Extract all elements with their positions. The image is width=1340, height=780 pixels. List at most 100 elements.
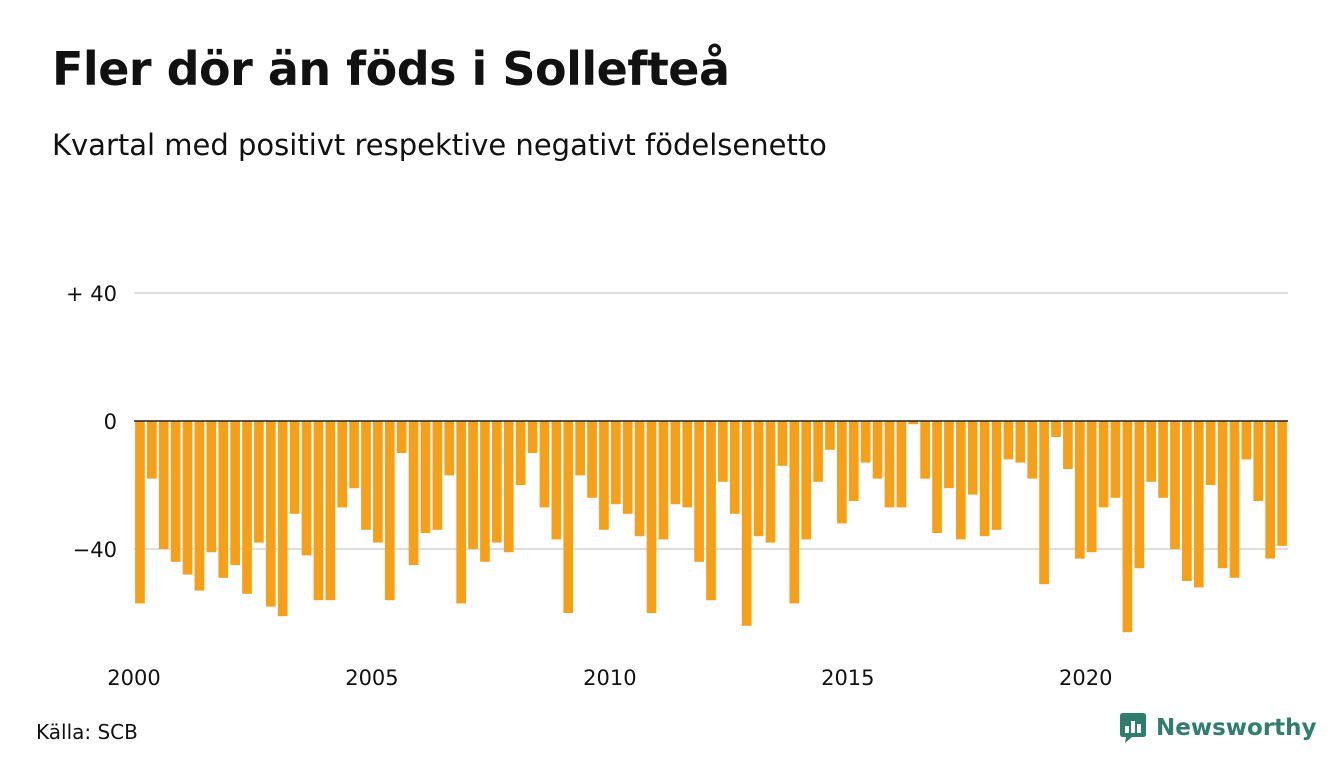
bar	[1015, 421, 1026, 463]
bar	[206, 421, 217, 553]
bar	[230, 421, 240, 565]
bar	[813, 421, 823, 482]
bar	[682, 421, 693, 508]
bar	[492, 421, 502, 543]
bar	[1158, 421, 1168, 498]
bar	[967, 421, 978, 495]
bar	[587, 421, 597, 498]
bar	[801, 421, 812, 540]
bar	[753, 421, 764, 537]
bar	[955, 421, 966, 540]
bar	[944, 421, 954, 489]
bar	[718, 421, 728, 482]
y-tick-label: 0	[104, 410, 117, 434]
bar	[337, 421, 348, 508]
bar	[1241, 421, 1252, 460]
bar	[218, 421, 229, 578]
bar	[158, 421, 169, 549]
bar	[991, 421, 1002, 530]
bar	[920, 421, 930, 479]
bar	[301, 421, 312, 556]
bar	[349, 421, 359, 489]
bar	[325, 421, 336, 601]
bar	[396, 421, 407, 453]
bar	[373, 421, 383, 543]
bar	[825, 421, 835, 450]
bar	[384, 421, 395, 601]
bar	[670, 421, 681, 505]
bar	[1134, 421, 1145, 569]
bar	[777, 421, 788, 466]
bar	[1182, 421, 1192, 581]
bar	[872, 421, 883, 479]
bar	[622, 421, 633, 514]
bar	[527, 421, 538, 453]
bar	[979, 421, 990, 537]
bar	[848, 421, 859, 501]
bar	[837, 421, 847, 524]
x-tick-label: 2020	[1059, 666, 1112, 690]
bar	[361, 421, 371, 530]
brand-logo: Newsworthy	[1118, 712, 1317, 744]
bar	[1146, 421, 1157, 482]
bar-chart: + 40 0 −40 2000 2005 2010 2015 2020	[66, 282, 1288, 690]
bar	[1063, 421, 1073, 469]
bar	[420, 421, 431, 533]
bar	[706, 421, 716, 601]
y-tick-label: −40	[73, 538, 117, 562]
bar	[1039, 421, 1049, 585]
x-axis-ticks: 2000 2005 2010 2015 2020	[107, 666, 1112, 690]
bar	[503, 421, 514, 553]
bar	[646, 421, 657, 613]
x-tick-label: 2010	[583, 666, 636, 690]
bar	[539, 421, 550, 508]
bar	[194, 421, 205, 591]
bar	[1265, 421, 1276, 559]
bar	[694, 421, 704, 562]
brand-name: Newsworthy	[1156, 715, 1317, 741]
bar	[1110, 421, 1121, 498]
x-tick-label: 2015	[821, 666, 874, 690]
bar	[932, 421, 942, 533]
chart-title: Fler dör än föds i Sollefteå	[52, 42, 730, 96]
bar	[1003, 421, 1014, 460]
bar	[408, 421, 419, 565]
bar	[1051, 421, 1061, 437]
bar	[765, 421, 776, 543]
bar	[1217, 421, 1228, 569]
bar	[277, 421, 288, 617]
bar	[313, 421, 324, 601]
bar	[1098, 421, 1109, 508]
bar	[515, 421, 526, 485]
bar	[908, 421, 919, 425]
bar	[860, 421, 871, 463]
newsworthy-logo-icon	[1120, 713, 1146, 743]
bar	[456, 421, 467, 604]
bar	[634, 421, 645, 537]
bar	[254, 421, 264, 543]
bar	[1074, 421, 1085, 559]
bar	[896, 421, 907, 508]
source-note: Källa: SCB	[36, 720, 138, 744]
bar	[1027, 421, 1038, 479]
bar	[1253, 421, 1264, 501]
bar	[265, 421, 276, 607]
y-tick-label: + 40	[66, 282, 117, 306]
bar	[289, 421, 300, 514]
bar	[147, 421, 157, 479]
bar	[444, 421, 455, 476]
bar	[432, 421, 443, 530]
bar	[551, 421, 562, 540]
bar	[884, 421, 895, 508]
bar	[182, 421, 193, 575]
bar	[729, 421, 740, 514]
bar	[1086, 421, 1097, 553]
bar	[575, 421, 585, 476]
chart-subtitle: Kvartal med positivt respektive negativt…	[52, 128, 827, 162]
bar	[1205, 421, 1216, 485]
bar	[135, 421, 145, 604]
bar	[1122, 421, 1133, 633]
bar	[563, 421, 574, 613]
bar	[610, 421, 621, 505]
bar	[468, 421, 478, 549]
